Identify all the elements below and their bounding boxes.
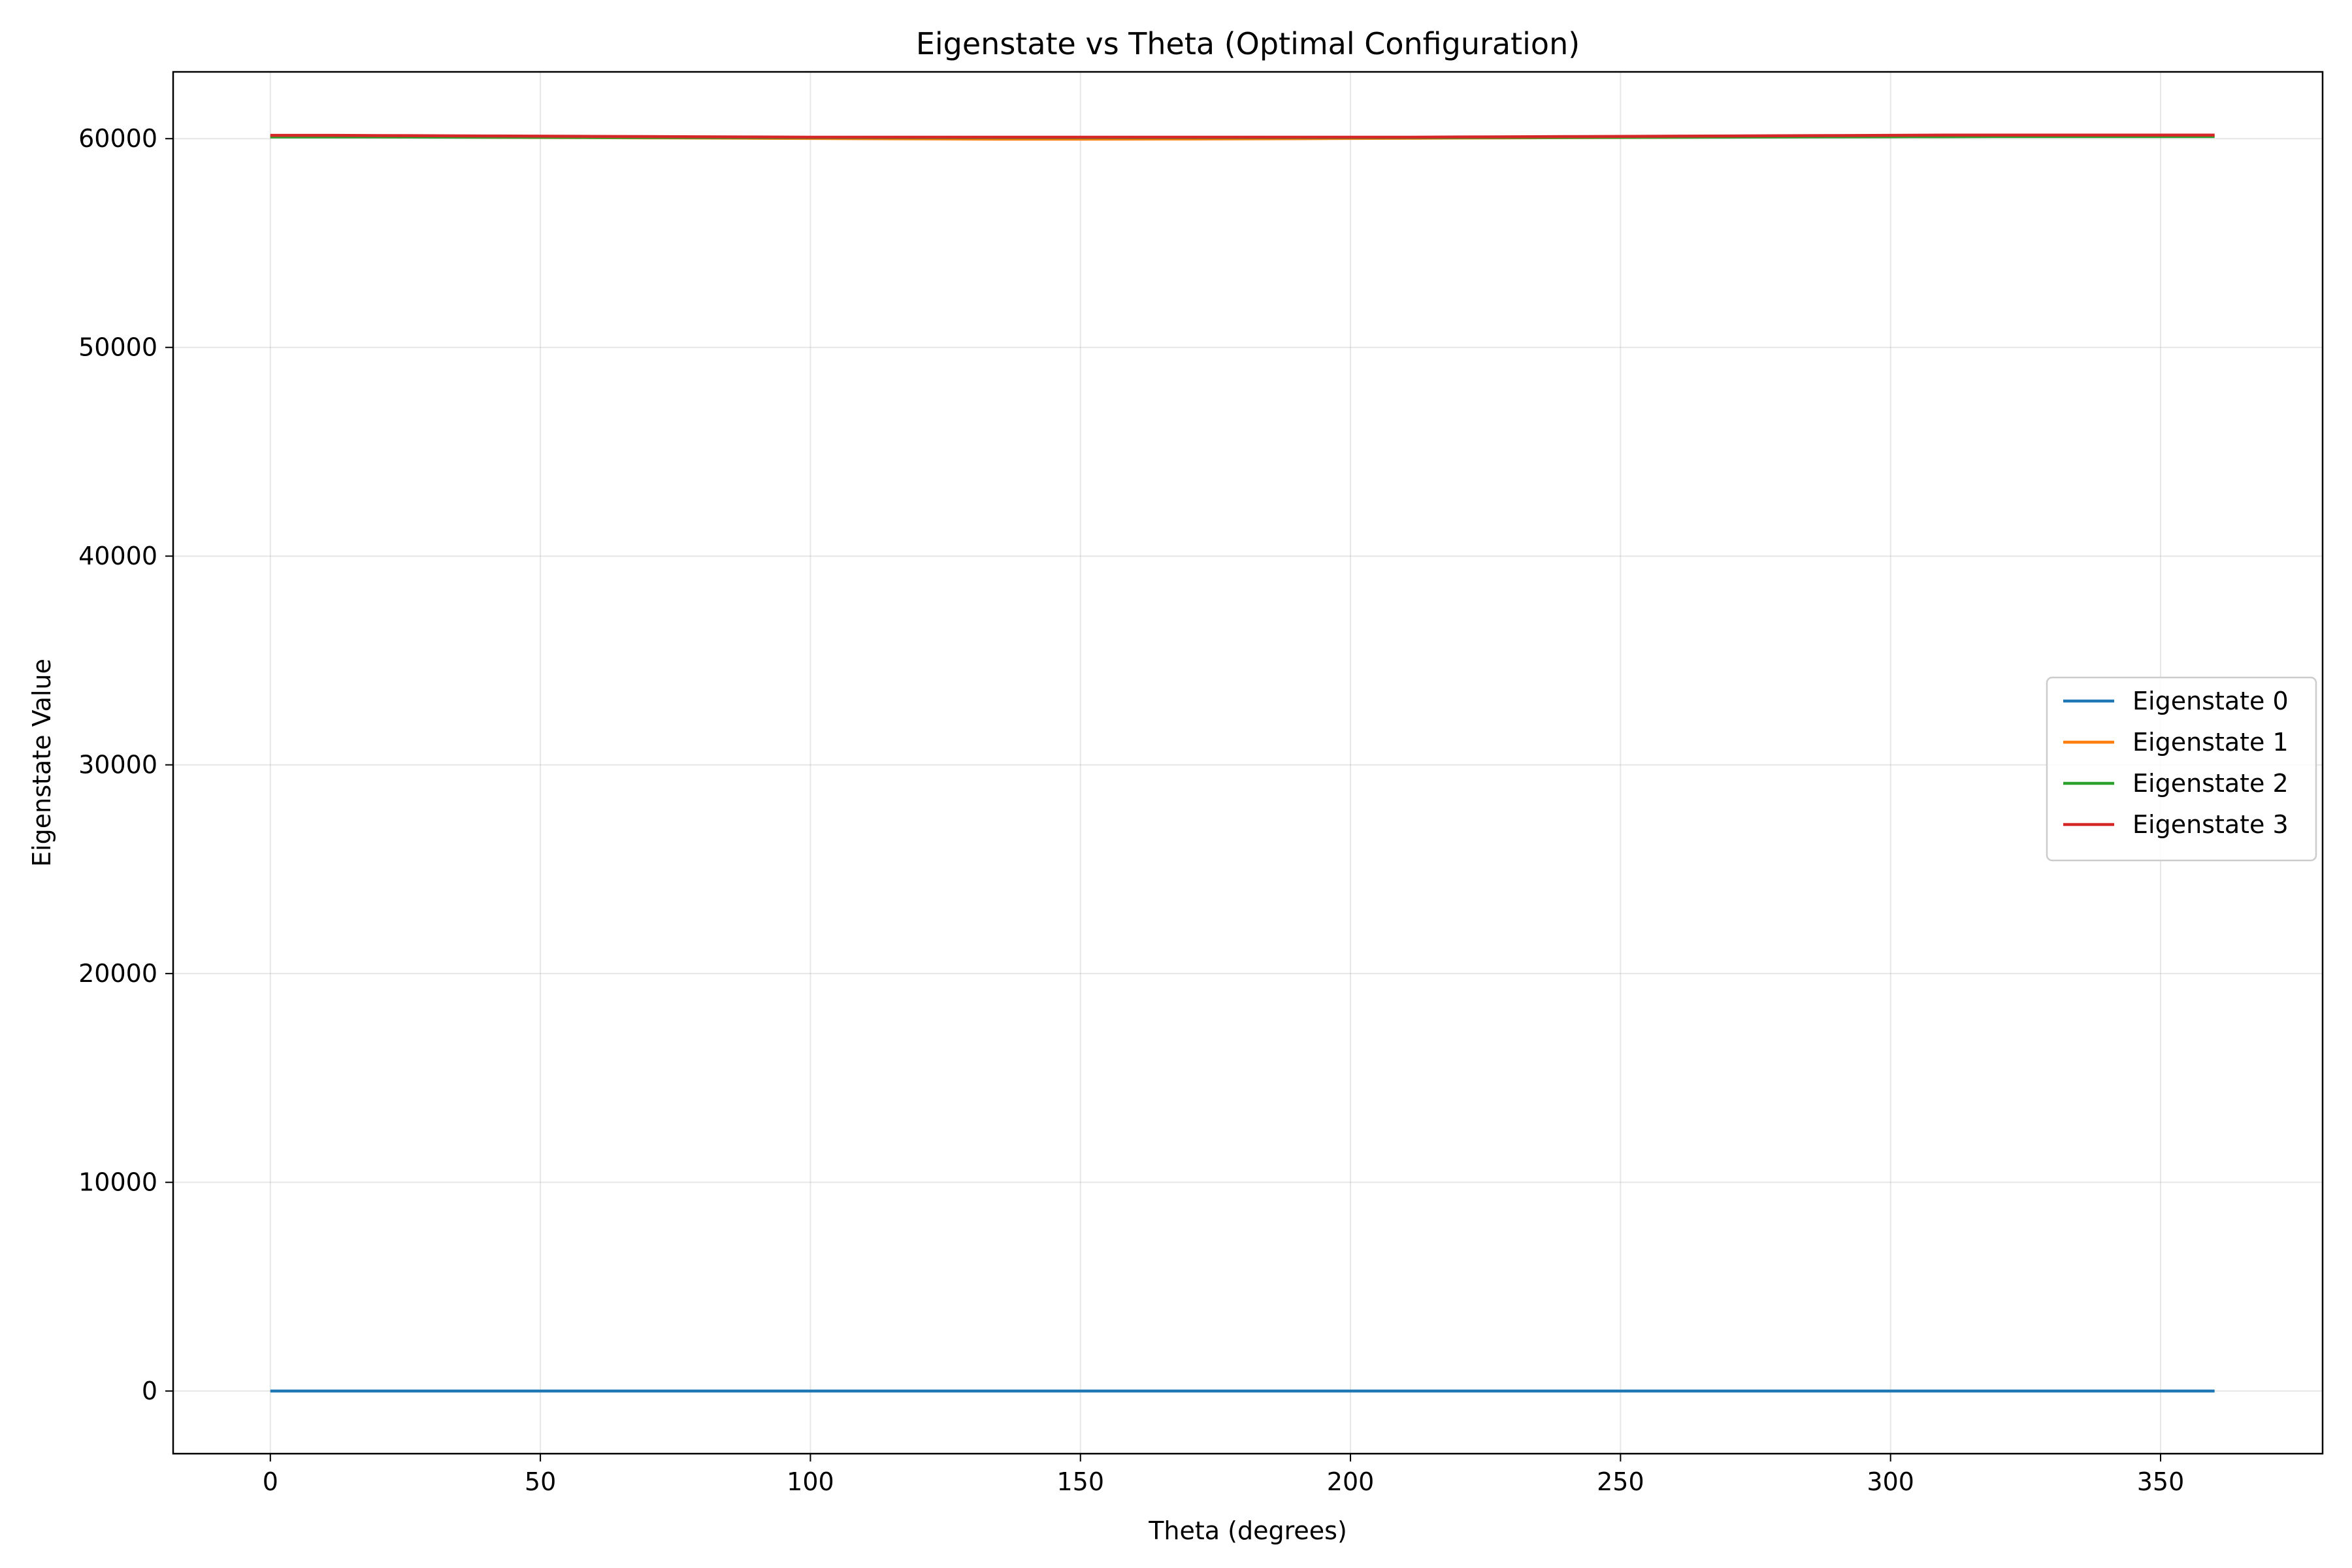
y-tick-label: 0: [142, 1377, 157, 1405]
legend-entry-label: Eigenstate 2: [2132, 769, 2289, 798]
y-tick-label: 30000: [78, 751, 157, 779]
x-tick-label: 300: [1867, 1467, 1914, 1496]
plot-frame: [172, 71, 2324, 1455]
y-tick-label: 50000: [78, 333, 157, 362]
x-tick-label: 200: [1327, 1467, 1375, 1496]
legend: Eigenstate 0 Eigenstate 1 Eigenstate 2 Eige…: [2046, 676, 2317, 862]
x-tick-label: 350: [2137, 1467, 2185, 1496]
grid-layer: [173, 72, 2323, 1454]
series-line-eigenstate-3: [270, 133, 2215, 139]
legend-entry-label: Eigenstate 0: [2132, 687, 2289, 715]
y-tick-label: 20000: [78, 959, 157, 988]
x-tick-label: 50: [525, 1467, 556, 1496]
chart-title: Eigenstate vs Theta (Optimal Configurati…: [916, 26, 1580, 61]
legend-entry-label: Eigenstate 1: [2132, 728, 2289, 757]
series-layer: [270, 133, 2215, 1393]
legend-entry-label: Eigenstate 3: [2132, 810, 2289, 839]
y-tick-label: 40000: [78, 542, 157, 570]
y-tick-label: 10000: [78, 1168, 157, 1197]
y-axis-label: Eigenstate Value: [27, 659, 56, 867]
x-tick-label: 150: [1056, 1467, 1104, 1496]
legend-box: [2046, 676, 2317, 862]
x-tick-label: 100: [787, 1467, 834, 1496]
x-tick-label: 0: [263, 1467, 278, 1496]
y-tick-label: 60000: [78, 124, 157, 153]
x-axis-label: Theta (degrees): [1148, 1516, 1347, 1545]
tick-layer: 0 50 100 150 200 250 300 350 0 10000 20000 30000 400…: [78, 124, 2184, 1496]
x-tick-label: 250: [1597, 1467, 1644, 1496]
